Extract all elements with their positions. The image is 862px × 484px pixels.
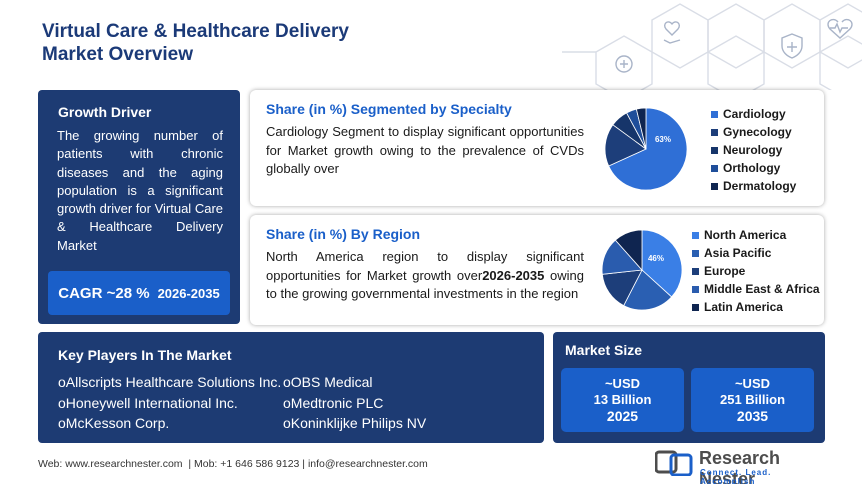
legend-label: Dermatology [723,179,797,193]
medical-cross-hand-icon [615,55,633,73]
market-size-year: 2035 [736,408,769,424]
market-size-prefix: ~USD [604,376,641,391]
market-size-value: 13 Billion [593,392,652,407]
player-item: oMedtronic PLC [283,394,384,411]
legend-item: Orthology [711,159,796,177]
legend-swatch [711,128,718,136]
legend-item: North America [692,226,820,244]
specialty-heading: Share (in %) Segmented by Specialty [266,101,512,117]
title-line-2: Market Overview [42,44,194,65]
page-title: Virtual Care & Healthcare Delivery Marke… [42,20,349,66]
legend-swatch [711,110,718,118]
player-item: oKoninklijke Philips NV [283,415,427,431]
legend-item: Gynecology [711,123,796,141]
legend-swatch [692,267,699,275]
region-text-start: North America region to display signific… [266,249,584,283]
region-pie-label: 46% [648,254,664,263]
legend-label: Latin America [704,300,783,314]
specialty-pie-label: 63% [655,135,671,144]
region-text-years: 2026-2035 [482,267,545,283]
heart-hand-icon [663,21,681,44]
region-text: North America region to display signific… [266,248,584,304]
region-heading: Share (in %) By Region [266,226,421,242]
market-size-year: 2025 [606,408,639,424]
legend-label: Europe [704,264,746,278]
pie-slice-gynecology [605,124,647,167]
growth-driver-panel: Growth Driver The growing number of pati… [38,90,240,324]
title-line-1: Virtual Care & Healthcare Delivery [42,21,349,42]
specialty-legend: Cardiology Gynecology Neurology Orthology De… [711,105,796,195]
logo-name: Research Nester [699,448,781,484]
pie-slice-north-america [641,230,682,298]
region-share-card: Share (in %) By Region North America reg… [250,215,824,325]
cagr-value: CAGR ~28 % [58,284,150,302]
specialty-share-card: Share (in %) Segmented by Specialty Card… [250,90,824,206]
legend-item: Cardiology [711,105,796,123]
logo-tagline: Connect. Lead. Accomplish [700,468,772,484]
legend-label: Asia Pacific [704,246,772,260]
pie-slice-asia-pacific [623,269,673,310]
healthcare-hexagon-decoration [562,3,862,90]
key-players-column-1: oAllscripts Healthcare Solutions Inc. oH… [58,372,281,434]
player-item: oAllscripts Healthcare Solutions Inc. [58,374,282,390]
market-size-2035-box: ~USD 251 Billion 2035 [691,368,814,432]
pie-slice-latin-america [614,230,643,272]
legend-swatch [711,164,718,172]
legend-label: Gynecology [723,125,792,139]
region-legend: North America Asia Pacific Europe Middle Ea… [692,226,820,316]
legend-label: Cardiology [723,107,786,121]
market-size-heading: Market Size [565,342,643,358]
legend-swatch [692,249,699,257]
research-nester-logo: Research Nester Connect. Lead. Accomplis… [655,448,823,484]
growth-driver-text: The growing number of patients with chro… [57,128,223,253]
market-size-panel: Market Size ~USD 13 Billion 2025 ~USD 25… [553,332,825,443]
legend-swatch [711,182,718,190]
region-pie-chart: 46% [602,230,682,310]
market-size-prefix: ~USD [734,376,771,391]
specialty-text: Cardiology Segment to display significan… [266,124,584,176]
cagr-box: CAGR ~28 % 2026-2035 [48,271,230,315]
market-size-value: 251 Billion [719,392,786,407]
key-players-panel: Key Players In The Market oAllscripts He… [38,332,544,443]
legend-item: Asia Pacific [692,244,820,262]
footer-contact: Web: www.researchnester.com | Mob: +1 64… [38,458,428,470]
legend-item: Europe [692,262,820,280]
legend-item: Neurology [711,141,796,159]
legend-swatch [692,285,699,293]
legend-label: Neurology [723,143,783,157]
player-item: oOBS Medical [283,374,373,390]
heart-monitor-icon [827,18,853,39]
cagr-years: 2026-2035 [157,285,220,301]
legend-item: Dermatology [711,177,796,195]
growth-driver-heading: Growth Driver [58,104,152,120]
logo-mark-icon [655,450,693,476]
player-item: oHoneywell International Inc. [58,394,238,411]
specialty-pie-chart: 63% [605,108,687,190]
legend-swatch [711,146,718,154]
key-players-column-2: oOBS Medical oMedtronic PLC oKoninklijke… [283,372,426,434]
pie-slice-dermatology [635,108,647,150]
region-text-end: owing to the growing governmental invest… [266,267,584,302]
legend-label: Orthology [723,161,781,175]
legend-label: Middle East & Africa [704,282,820,296]
legend-item: Latin America [692,298,820,316]
legend-swatch [692,231,699,239]
player-item: oMcKesson Corp. [58,415,170,431]
legend-item: Middle East & Africa [692,280,820,298]
legend-swatch [692,303,699,311]
shield-cross-icon [781,33,803,59]
market-size-2025-box: ~USD 13 Billion 2025 [561,368,684,432]
legend-label: North America [704,228,787,242]
key-players-heading: Key Players In The Market [58,347,232,363]
pie-slice-cardiology [608,108,687,190]
